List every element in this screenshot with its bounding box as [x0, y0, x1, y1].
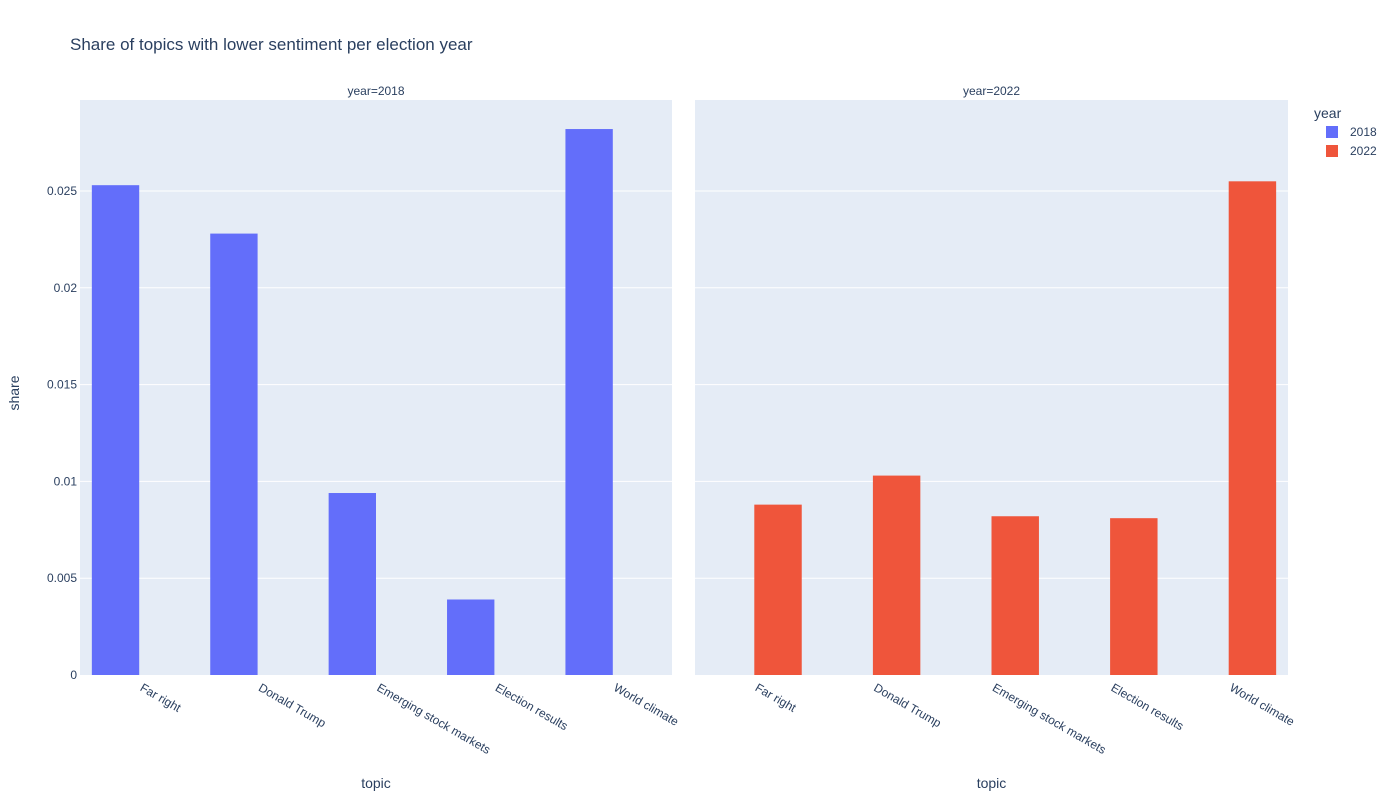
legend-swatch-2022: [1326, 145, 1338, 157]
bar-2022-3: [1110, 518, 1158, 675]
x-tick-label: Donald Trump: [871, 680, 944, 730]
legend-swatch-2018: [1326, 126, 1338, 138]
bar-2018-0: [91, 185, 140, 675]
y-tick-label: 0.01: [54, 474, 78, 488]
y-axis-ticks: 0 0.005 0.01 0.015 0.02 0.025: [47, 184, 77, 682]
bar-2018-1: [210, 233, 258, 675]
x-tick-label: World climate: [1227, 680, 1297, 729]
facet-panel-2022: year=2022 Far right Donald Trump Emerging s…: [695, 84, 1297, 791]
y-axis-title: share: [6, 375, 22, 410]
x-axis-title: topic: [361, 775, 391, 791]
y-tick-label: 0.025: [47, 184, 77, 198]
legend-label-2018: 2018: [1350, 125, 1377, 139]
bar-2018-3: [447, 599, 495, 675]
legend-title: year: [1314, 105, 1342, 121]
x-axis-title: topic: [977, 775, 1007, 791]
x-tick-label: Election results: [1109, 680, 1186, 733]
chart-title: Share of topics with lower sentiment per…: [70, 35, 473, 54]
facet-title: year=2018: [347, 84, 404, 98]
legend-label-2022: 2022: [1350, 144, 1377, 158]
y-tick-label: 0.015: [47, 378, 77, 392]
y-tick-label: 0.005: [47, 571, 77, 585]
bar-2022-1: [872, 475, 921, 675]
y-tick-label: 0: [70, 668, 77, 682]
x-tick-label: Election results: [493, 680, 570, 733]
x-tick-label: Far right: [138, 680, 184, 715]
x-tick-label: Far right: [753, 680, 799, 715]
facet-panel-2018: year=2018 Far right Donald Trump Emerging s…: [80, 84, 681, 791]
y-tick-label: 0.02: [54, 281, 78, 295]
x-tick-label: Donald Trump: [256, 680, 329, 730]
legend: year 2018 2022: [1314, 105, 1377, 158]
facet-title: year=2022: [963, 84, 1020, 98]
bar-2018-2: [328, 493, 376, 675]
x-tick-label: Emerging stock markets: [990, 680, 1108, 756]
bar-2022-0: [754, 504, 802, 675]
bar-2018-4: [565, 129, 613, 675]
bar-2022-2: [991, 516, 1039, 675]
x-tick-label: Emerging stock markets: [375, 680, 493, 756]
bar-2022-4: [1228, 181, 1277, 676]
x-tick-label: World climate: [611, 680, 681, 729]
